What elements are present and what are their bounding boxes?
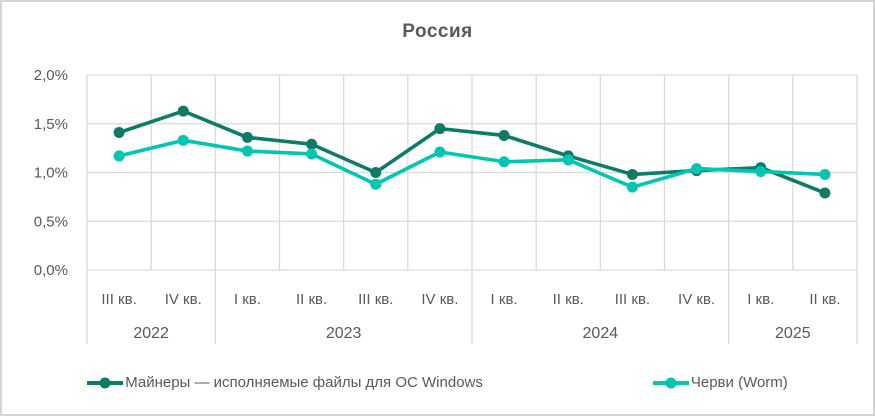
legend-item-miners: Майнеры — исполняемые файлы для ОС Windo… — [87, 374, 483, 391]
data-point-worms — [306, 148, 318, 160]
x-axis-quarter-label: III кв. — [101, 291, 136, 308]
data-point-worms — [498, 156, 510, 168]
y-tick-label: 1,5% — [34, 116, 68, 133]
data-point-miners — [113, 127, 125, 139]
data-point-worms — [691, 163, 703, 175]
data-point-worms — [241, 145, 253, 157]
x-axis-quarter-label: IV кв. — [421, 291, 458, 308]
legend-marker-worms-icon — [652, 377, 689, 388]
data-point-worms — [819, 168, 831, 180]
legend-dot-miners-icon — [99, 377, 111, 388]
y-tick-label: 0,0% — [34, 262, 68, 279]
data-point-worms — [113, 150, 125, 162]
x-axis-year-label: 2022 — [133, 325, 169, 342]
y-tick-label: 2,0% — [34, 67, 68, 84]
x-axis-quarter-label: IV кв. — [678, 291, 715, 308]
chart-title: Россия — [402, 21, 473, 42]
data-point-miners — [434, 123, 446, 135]
legend-label-miners: Майнеры — исполняемые файлы для ОС Windo… — [125, 374, 483, 391]
x-axis-quarter-label: IV кв. — [165, 291, 202, 308]
data-point-miners — [241, 131, 253, 143]
legend-marker-miners-icon — [87, 377, 124, 388]
x-axis-quarter-label: II кв. — [809, 291, 840, 308]
series-line-worms — [117, 138, 827, 189]
x-axis-quarter-label: II кв. — [296, 291, 327, 308]
x-axis-quarter-label: I кв. — [747, 291, 774, 308]
x-axis-quarter-label: I кв. — [491, 291, 518, 308]
data-point-worms — [370, 178, 382, 190]
data-point-miners — [177, 105, 189, 117]
data-point-miners — [819, 187, 831, 199]
data-point-miners — [498, 129, 510, 141]
x-axis-quarter-label: III кв. — [358, 291, 393, 308]
legend-item-worms: Черви (Worm) — [652, 374, 788, 391]
chart-legend: Майнеры — исполняемые файлы для ОС Windo… — [2, 374, 873, 391]
y-tick-label: 1,0% — [34, 165, 68, 182]
data-point-worms — [434, 146, 446, 158]
data-point-miners — [626, 168, 638, 180]
x-axis-year-label: 2023 — [326, 325, 362, 342]
data-point-worms — [626, 181, 638, 193]
x-axis-year-label: 2024 — [583, 325, 619, 342]
data-point-worms — [562, 154, 574, 166]
x-axis-quarter-label: II кв. — [553, 291, 584, 308]
data-point-miners — [306, 138, 318, 150]
x-axis-year-label: 2025 — [775, 325, 811, 342]
legend-label-worms: Черви (Worm) — [690, 374, 788, 391]
x-axis-quarter-label: I кв. — [234, 291, 261, 308]
x-axis-quarter-label: III кв. — [615, 291, 650, 308]
legend-dot-worms-icon — [665, 377, 677, 388]
data-point-miners — [370, 167, 382, 178]
data-point-worms — [755, 166, 767, 178]
data-point-worms — [177, 134, 189, 146]
y-tick-label: 0,5% — [34, 213, 68, 230]
